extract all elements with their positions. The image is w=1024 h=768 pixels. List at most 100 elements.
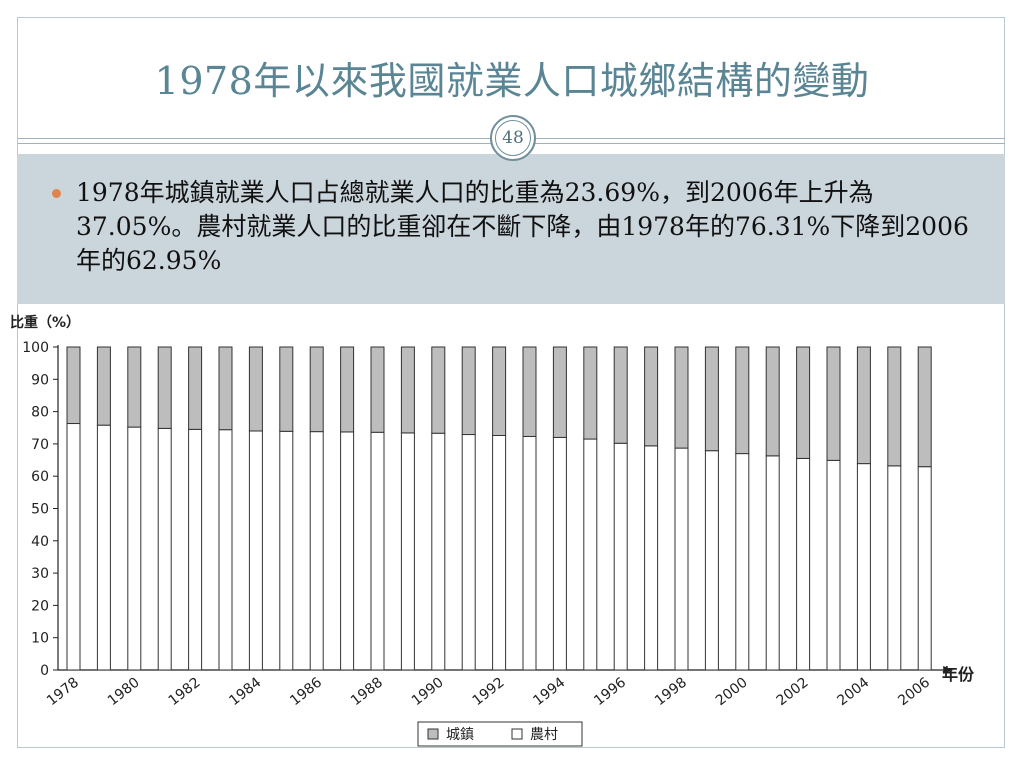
bar-urban [157,346,172,429]
bar-urban [765,346,780,457]
bar-urban [583,346,598,440]
y-tick-label: 20 [31,598,49,614]
bar-rural [917,466,932,671]
bar-rural [127,426,142,671]
bar-urban [400,346,415,434]
bar-rural [613,442,628,671]
legend-label-urban: 城鎮 [446,727,474,743]
bar-rural [887,465,902,671]
bar-urban [735,346,750,455]
bar-rural [157,427,172,671]
y-tick-label: 70 [31,437,49,453]
bar-urban [461,346,476,436]
y-tick-label: 60 [31,469,49,485]
bar-urban [370,346,385,433]
legend-box [417,721,583,747]
bar-rural [461,434,476,671]
y-axis-label: 比重（%） [10,314,80,331]
bar-urban [856,346,871,465]
bar-rural [583,438,598,671]
bullet-text: 1978年城鎮就業人口占總就業人口的比重為23.69%，到2006年上升為37.… [76,178,969,275]
bullet-band [17,154,1005,304]
legend-swatch-urban [427,728,439,740]
bar-rural [218,429,233,671]
bar-urban [127,346,142,428]
slide-frame [17,17,1005,748]
x-tick-label: 1988 [348,675,386,710]
x-tick-label: 1998 [652,675,690,710]
bar-urban [917,346,932,468]
x-tick-label: 2004 [834,674,872,709]
bar-urban [796,346,811,459]
x-tick-label: 2002 [774,675,812,710]
bar-rural [674,447,689,671]
bar-urban [431,346,446,434]
bar-rural [431,432,446,671]
bar-rural [826,459,841,671]
bar-urban [248,346,263,432]
bar-rural [704,450,719,671]
y-tick-label: 90 [31,372,49,388]
bar-rural [735,453,750,671]
bar-urban [279,346,294,432]
bar-rural [279,430,294,671]
bar-rural [765,455,780,671]
bar-rural [96,424,111,671]
y-tick-label: 40 [31,534,49,550]
x-tick-label: 2000 [713,675,751,710]
bar-rural [552,436,567,671]
bullet-icon [52,189,61,198]
x-axis-label: 年份 [942,665,975,684]
y-tick-label: 30 [31,566,49,582]
bar-urban [340,346,355,433]
x-axis-arrow-icon [943,666,954,674]
x-tick-label: 1984 [226,674,264,709]
bar-urban [66,346,81,425]
bar-rural [309,431,324,671]
bar-rural [66,423,81,671]
bar-urban [826,346,841,461]
bar-urban [96,346,111,426]
x-tick-label: 1982 [166,675,204,710]
x-tick-label: 1986 [287,674,325,709]
x-tick-label: 1978 [44,675,82,710]
bar-urban [522,346,537,437]
stacked-bar-chart: 比重（%） 0 10 20 30 40 50 60 70 80 90 100 年份 1978 1980 198… [10,314,975,747]
x-tick-label: 1990 [409,675,447,710]
y-tick-label: 50 [31,502,49,518]
bar-rural [522,435,537,671]
y-tick-label: 10 [31,631,49,647]
bar-urban [492,346,507,437]
slide-title: 1978年以來我國就業人口城鄉結構的變動 [154,59,870,103]
bar-rural [644,445,659,671]
bar-rural [188,428,203,671]
page-number: 48 [495,120,531,156]
x-tick-label: 1996 [591,674,629,709]
bar-urban [309,346,324,433]
bar-urban [887,346,902,467]
bar-rural [796,457,811,671]
bar-urban [704,346,719,452]
bar-urban [218,346,233,431]
bar-urban [552,346,567,438]
legend-swatch-rural [511,728,523,740]
bar-rural [492,435,507,671]
x-tick-label: 1994 [530,674,568,709]
y-tick-label: 0 [40,663,49,679]
bar-urban [674,346,689,449]
bar-urban [613,346,628,444]
x-tick-label: 1980 [105,675,143,710]
bar-rural [856,463,871,671]
bar-urban [188,346,203,430]
y-tick-label: 100 [22,340,49,356]
bar-urban [644,346,659,447]
bar-rural [400,432,415,671]
bar-rural [248,430,263,671]
y-tick-label: 80 [31,405,49,421]
legend-label-rural: 農村 [530,727,558,743]
bar-rural [370,431,385,671]
x-tick-label: 2006 [895,674,933,709]
x-tick-label: 1992 [470,675,508,710]
page-number-badge: 48 [490,115,536,161]
bar-rural [340,431,355,671]
